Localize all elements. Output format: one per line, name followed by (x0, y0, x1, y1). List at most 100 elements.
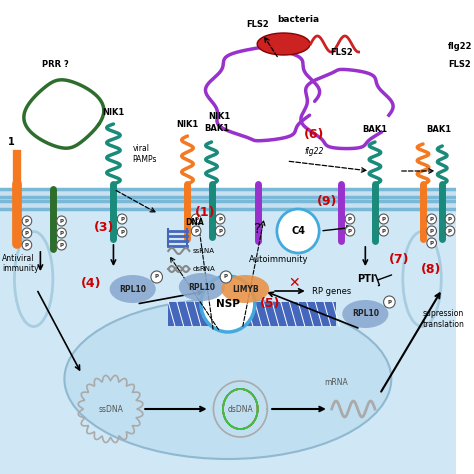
Text: PRR ?: PRR ? (42, 60, 69, 69)
Text: P: P (218, 228, 222, 234)
Circle shape (151, 271, 163, 283)
Text: P: P (429, 217, 434, 221)
Text: P: P (194, 228, 198, 234)
Text: NIK1: NIK1 (208, 112, 230, 121)
Bar (0, 189, 456, 474)
Circle shape (117, 214, 127, 224)
Text: flg22: flg22 (448, 42, 473, 51)
Text: supression
translation: supression translation (423, 310, 465, 328)
Circle shape (445, 226, 455, 236)
Circle shape (57, 228, 66, 238)
Text: FLS2: FLS2 (246, 20, 269, 29)
Bar (0, 0, 456, 189)
Text: RPL10: RPL10 (119, 284, 146, 293)
Text: P: P (60, 219, 64, 224)
Ellipse shape (257, 33, 310, 55)
Text: P: P (120, 217, 124, 221)
Circle shape (445, 214, 455, 224)
Text: BAK1: BAK1 (426, 125, 451, 134)
Text: LIMYB: LIMYB (232, 284, 258, 293)
Text: P: P (448, 228, 452, 234)
Text: P: P (155, 274, 159, 280)
Text: RP genes: RP genes (312, 286, 352, 295)
Text: (9): (9) (317, 194, 337, 208)
Text: (4): (4) (81, 277, 101, 291)
Text: NSP: NSP (216, 299, 240, 309)
Text: RPL10: RPL10 (352, 310, 379, 319)
Circle shape (345, 226, 355, 236)
Circle shape (215, 214, 225, 224)
Text: dsDNA: dsDNA (228, 404, 253, 413)
Text: PTI: PTI (356, 274, 374, 284)
Circle shape (22, 240, 32, 250)
Ellipse shape (109, 275, 156, 303)
Circle shape (191, 214, 201, 224)
Text: bacteria: bacteria (277, 15, 319, 24)
Text: (6): (6) (304, 128, 325, 140)
Circle shape (383, 296, 395, 308)
Circle shape (201, 276, 255, 332)
Text: P: P (448, 217, 452, 221)
Circle shape (379, 226, 388, 236)
Text: NIK1: NIK1 (102, 108, 125, 117)
Text: ssRNA: ssRNA (192, 248, 214, 254)
Bar (168, 302, 337, 326)
Text: P: P (25, 243, 29, 247)
Text: P: P (218, 217, 222, 221)
Text: Autoimmunity: Autoimmunity (249, 255, 309, 264)
Text: P: P (382, 228, 385, 234)
Text: NIK1: NIK1 (176, 120, 199, 129)
Circle shape (57, 216, 66, 226)
Circle shape (215, 226, 225, 236)
Circle shape (22, 216, 32, 226)
Circle shape (220, 271, 232, 283)
Text: P: P (224, 274, 228, 280)
Text: FLS2: FLS2 (330, 48, 353, 57)
Circle shape (277, 209, 319, 253)
Text: P: P (348, 217, 352, 221)
Text: 1: 1 (8, 137, 14, 147)
Circle shape (379, 214, 388, 224)
Text: P: P (120, 229, 124, 235)
Circle shape (57, 240, 66, 250)
Circle shape (117, 227, 127, 237)
Circle shape (427, 226, 437, 236)
Text: RPL10: RPL10 (188, 283, 215, 292)
Text: (8): (8) (420, 263, 441, 275)
Text: (3): (3) (94, 220, 114, 234)
Text: P: P (60, 230, 64, 236)
Text: P: P (382, 217, 385, 221)
Text: flg22: flg22 (305, 146, 324, 155)
Ellipse shape (64, 299, 391, 459)
Text: (7): (7) (389, 253, 409, 265)
Text: P: P (429, 240, 434, 246)
Text: ?: ? (254, 222, 261, 236)
Text: dsRNA: dsRNA (192, 266, 215, 272)
Text: P: P (25, 219, 29, 224)
Circle shape (345, 214, 355, 224)
Ellipse shape (179, 273, 225, 301)
Text: P: P (25, 230, 29, 236)
Text: P: P (60, 243, 64, 247)
Text: P: P (194, 217, 198, 221)
Text: FLS2: FLS2 (448, 60, 471, 69)
Circle shape (22, 228, 32, 238)
Text: mRNA: mRNA (325, 378, 348, 387)
Text: ✕: ✕ (288, 276, 300, 290)
Circle shape (427, 238, 437, 248)
Text: Antiviral
immunity: Antiviral immunity (2, 254, 38, 273)
Circle shape (427, 214, 437, 224)
Ellipse shape (342, 300, 388, 328)
Text: P: P (429, 228, 434, 234)
Text: BAK1: BAK1 (363, 125, 388, 134)
Text: (1): (1) (194, 206, 215, 219)
Text: C4: C4 (291, 226, 305, 236)
Text: P: P (387, 300, 392, 304)
Circle shape (191, 226, 201, 236)
Bar (0, 189, 456, 209)
Text: ssDNA: ssDNA (98, 404, 123, 413)
Text: BAK1: BAK1 (204, 124, 229, 133)
Text: DNA: DNA (185, 218, 204, 227)
Text: P: P (348, 228, 352, 234)
Ellipse shape (221, 275, 269, 303)
